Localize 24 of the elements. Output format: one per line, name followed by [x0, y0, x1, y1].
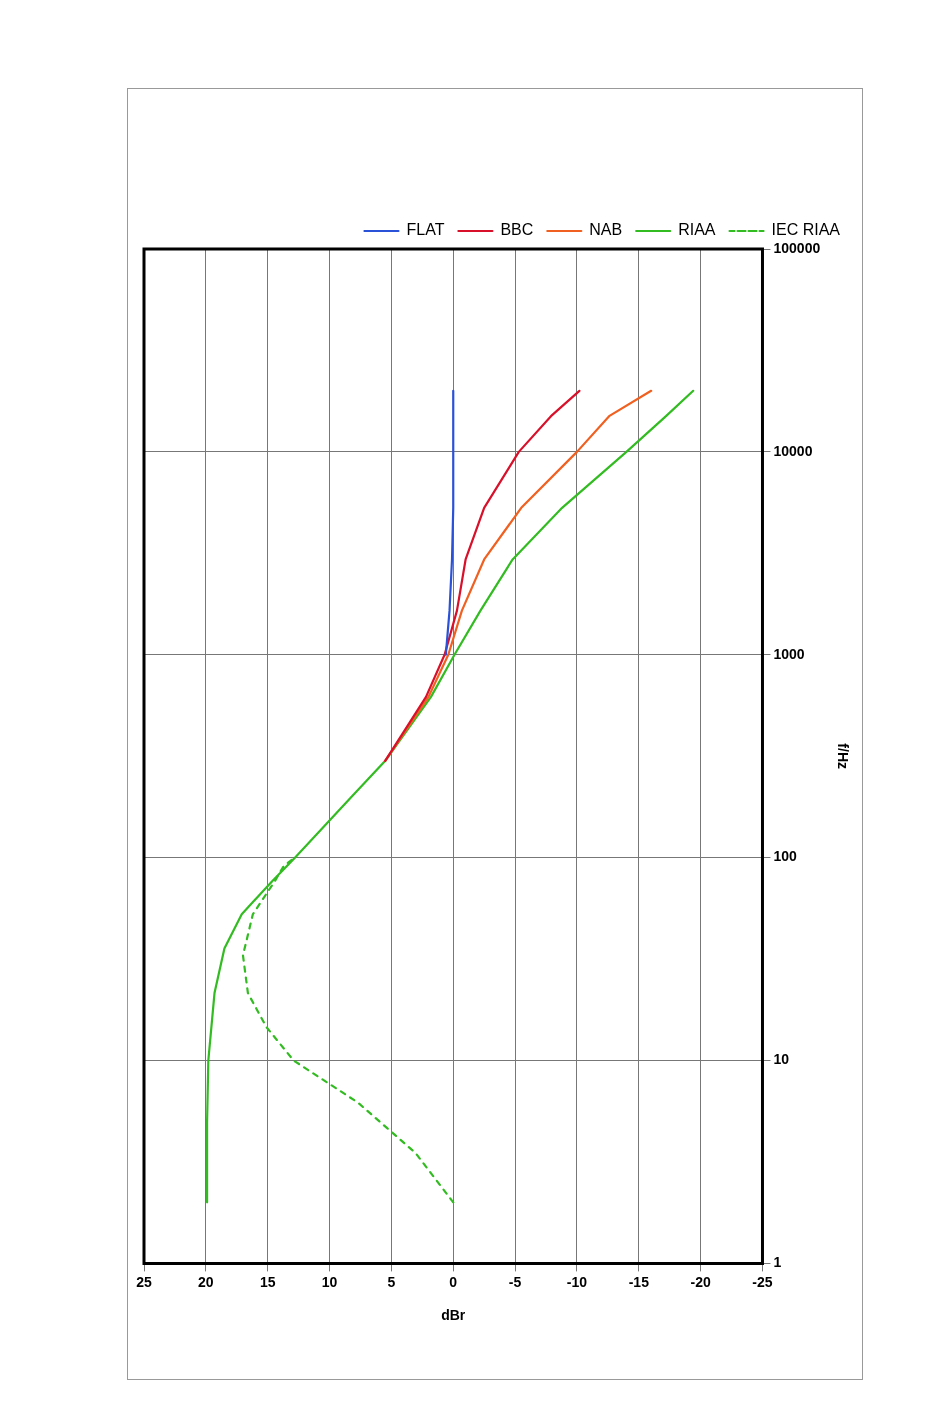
x-tick-label: 0	[449, 1273, 458, 1290]
y-axis-title: f/Hz	[834, 743, 851, 770]
x-tick-label: -5	[508, 1273, 522, 1290]
x-tick-label: 15	[259, 1273, 276, 1290]
legend-label: IEC RIAA	[771, 221, 841, 239]
y-tick-label: 1000	[773, 645, 805, 662]
x-tick-label: 20	[198, 1273, 214, 1290]
legend-label: FLAT	[406, 221, 445, 239]
x-tick-label: 5	[387, 1273, 396, 1290]
x-tick-label: -10	[566, 1273, 588, 1290]
legend-label: NAB	[589, 221, 623, 239]
x-tick-label: 10	[321, 1273, 338, 1290]
y-tick-label: 1	[773, 1254, 782, 1271]
y-tick-label: 10000	[773, 442, 813, 459]
x-tick-label: -15	[628, 1273, 650, 1290]
x-axis-title: dBr	[441, 1307, 466, 1324]
y-tick-label: 100000	[773, 239, 821, 256]
y-tick-label: 100	[773, 848, 798, 865]
y-tick-label: 10	[773, 1051, 790, 1068]
legend-label: BBC	[500, 221, 534, 239]
legend-label: RIAA	[678, 221, 716, 239]
x-tick-label: 25	[136, 1273, 152, 1290]
x-tick-label: -25	[752, 1273, 773, 1290]
x-tick-label: -20	[690, 1273, 711, 1290]
